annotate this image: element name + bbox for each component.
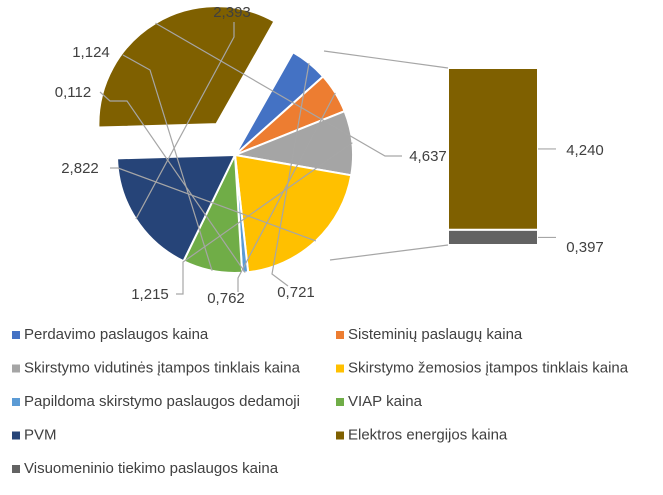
legend-label: Skirstymo žemosios įtampos tinklais kain… [348,360,629,377]
leader-line [155,22,402,157]
leader-line [271,63,310,287]
legend-swatch [12,331,20,339]
legend-item-elektros-energijos-kaina: Elektros energijos kaina [336,427,508,444]
legend-item-skirstymo-zemosios-itampos-tinklais-kaina: Skirstymo žemosios įtampos tinklais kain… [336,360,629,377]
pie [97,5,354,274]
leader-line [237,92,336,292]
connector-lines [323,50,449,261]
legend-item-pvm: PVM [12,427,57,444]
legend-swatch [12,465,20,473]
connector-line-top [323,50,449,69]
legend-swatch [12,364,20,373]
legend-label: Elektros energijos kaina [348,427,508,444]
data-label: 2,822 [61,160,99,177]
legend-swatch [12,398,20,406]
bar-segment-visuomeninio-tiekimo-paslaugos-kaina [447,228,539,247]
legend-swatch [336,331,344,339]
legend-label: Visuomeninio tiekimo paslaugos kaina [24,460,279,477]
legend-label: Skirstymo vidutinės įtampos tinklais kai… [24,360,301,377]
data-labels: 0,721 0,762 1,215 2,822 0,112 1,124 2,393 4,637… [55,4,604,307]
bar-segment-elektros-energijos-kaina [447,67,539,231]
leader-line [122,54,213,271]
legend-item-visuomeninio-tiekimo-paslaugos-kaina: Visuomeninio tiekimo paslaugos kaina [12,460,279,477]
data-label: 1,124 [72,44,110,61]
connector-line-bottom [329,244,449,261]
data-label: 0,762 [207,290,245,307]
pie-slice-kitas [97,5,276,129]
legend-item-papildoma-skirstymo-paslaugos-dedamoji: Papildoma skirstymo paslaugos dedamoji [12,393,300,410]
legend-swatch [336,398,344,406]
data-label: 4,637 [409,148,447,165]
legend-swatch [336,431,344,440]
legend-item-sisteminiu-paslaugu-kaina: Sisteminių paslaugų kaina [336,326,523,343]
data-label: 4,240 [566,142,604,159]
legend-item-skirstymo-vidutines-itampos-tinklais-kaina: Skirstymo vidutinės įtampos tinklais kai… [12,360,301,377]
leader-line [135,22,235,220]
stacked-bar [447,67,539,247]
data-label: 2,393 [213,4,251,21]
legend-label: VIAP kaina [348,393,423,410]
legend-item-viap-kaina: VIAP kaina [336,393,423,410]
legend-label: Papildoma skirstymo paslaugos dedamoji [24,393,300,410]
legend: Perdavimo paslaugos kaina Sisteminių pasl… [12,326,629,477]
legend-label: Sisteminių paslaugų kaina [348,326,523,343]
data-label: 1,215 [131,286,169,303]
legend-item-perdavimo-paslaugos-kaina: Perdavimo paslaugos kaina [12,326,209,343]
legend-label: Perdavimo paslaugos kaina [24,326,209,343]
legend-label: PVM [24,427,57,444]
data-label: 0,112 [55,84,91,101]
legend-swatch [336,364,344,373]
leader-line [110,167,317,242]
leader-line [176,142,353,295]
data-label: 0,721 [277,284,315,301]
data-label: 0,397 [566,239,604,256]
legend-swatch [12,431,20,440]
